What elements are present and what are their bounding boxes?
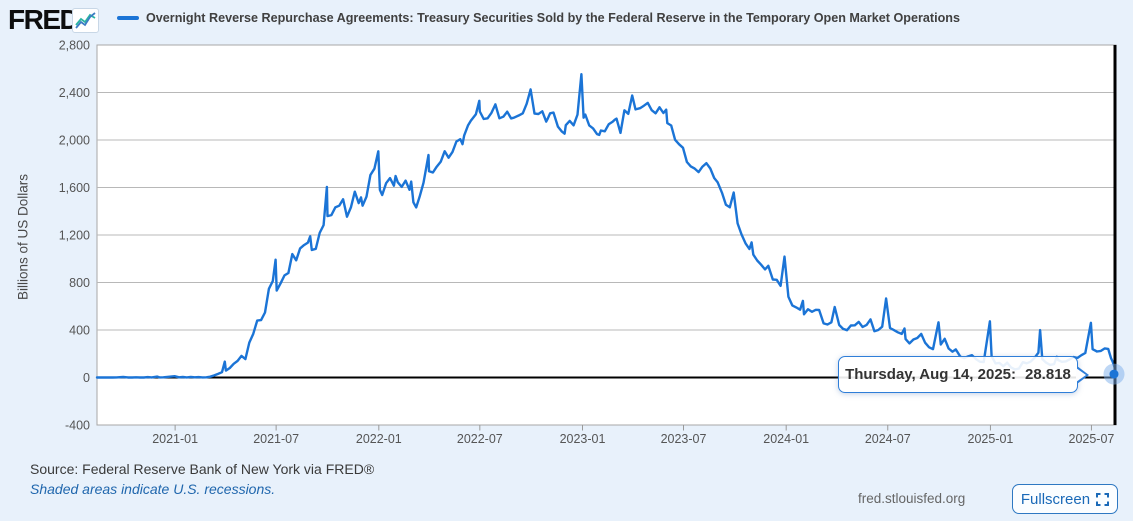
fullscreen-expand-icon	[1096, 492, 1110, 506]
tooltip-value: 28.818	[1025, 366, 1071, 383]
site-url: fred.stlouisfed.org	[858, 491, 966, 506]
tooltip-arrow-fill	[1076, 367, 1086, 382]
x-tick-label: 2021-01	[152, 432, 198, 446]
y-tick-label: 0	[83, 371, 90, 385]
fred-logo-text: FRED	[8, 4, 80, 35]
y-tick-label: 1,600	[59, 181, 90, 195]
x-tick-label: 2023-01	[560, 432, 606, 446]
x-tick-label: 2023-07	[661, 432, 707, 446]
recession-note-link[interactable]: Shaded areas indicate U.S. recessions.	[30, 481, 276, 497]
fred-sparkline-icon	[72, 8, 99, 33]
y-tick-label: 2,400	[59, 86, 90, 100]
y-axis-title: Billions of US Dollars	[15, 173, 31, 301]
y-tick-label: 800	[69, 276, 90, 290]
x-tick-label: 2024-01	[763, 432, 809, 446]
last-point-marker	[1109, 369, 1119, 379]
y-tick-label: -400	[65, 419, 90, 433]
x-tick-label: 2022-07	[457, 432, 503, 446]
data-line	[95, 72, 1118, 379]
source-text: Source: Federal Reserve Bank of New York…	[30, 461, 375, 477]
y-tick-label: 2,800	[59, 39, 90, 53]
x-tick-label: 2025-01	[968, 432, 1014, 446]
fullscreen-label: Fullscreen	[1020, 490, 1091, 508]
data-tooltip: Thursday, Aug 14, 2025: 28.818	[838, 356, 1089, 393]
tooltip-date: Thursday, Aug 14, 2025:	[845, 366, 1016, 383]
x-tick-label: 2025-07	[1069, 432, 1115, 446]
x-tick-label: 2021-07	[253, 432, 299, 446]
fullscreen-button[interactable]: Fullscreen	[1012, 484, 1118, 514]
y-tick-label: 2,000	[59, 134, 90, 148]
y-tick-label: 400	[69, 324, 90, 338]
y-tick-label: 1,200	[59, 229, 90, 243]
series-legend-line	[117, 16, 139, 20]
x-tick-label: 2022-01	[356, 432, 402, 446]
chart-title: Overnight Reverse Repurchase Agreements:…	[146, 11, 960, 25]
x-tick-label: 2024-07	[865, 432, 911, 446]
